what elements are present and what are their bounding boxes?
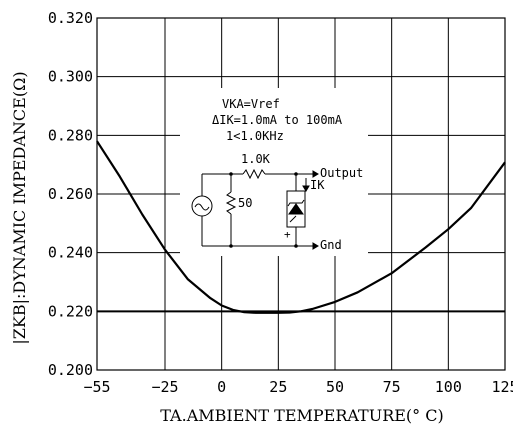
x-tick-label: 125: [491, 378, 513, 396]
polarity-mark: +: [284, 228, 291, 241]
y-tick-label: 0.280: [48, 126, 93, 144]
y-tick-label: 0.200: [48, 361, 93, 379]
current-label: IK: [310, 178, 325, 192]
inset-condition-1: VKA=Vref: [222, 97, 280, 111]
plot-frame: [96, 17, 506, 371]
x-tick-label: 75: [383, 378, 401, 396]
x-tick-label: 25: [269, 378, 287, 396]
x-tick-labels: −55 −25 0 25 50 75 100 125: [83, 378, 513, 396]
inset-background: [180, 88, 368, 256]
y-axis-title: |ZKB|:DYNAMIC IMPEDANCE(Ω): [10, 71, 29, 344]
inset-condition-3: 1<1.0KHz: [226, 129, 284, 143]
x-tick-label: 50: [326, 378, 344, 396]
inset-condition-2: ΔIK=1.0mA to 100mA: [212, 113, 343, 127]
output-label: Output: [320, 166, 363, 180]
x-tick-label: 100: [435, 378, 462, 396]
x-tick-label: −55: [83, 378, 110, 396]
series-group: [96, 140, 506, 314]
y-tick-label: 0.320: [48, 9, 93, 27]
resistor-series-symbol: [242, 168, 266, 180]
inset: VKA=Vref ΔIK=1.0mA to 100mA 1<1.0KHz: [180, 88, 368, 256]
x-tick-label: −25: [151, 378, 178, 396]
x-tick-label: 0: [217, 378, 226, 396]
ground-label: Gnd: [320, 238, 342, 252]
x-axis-title: TA.AMBIENT TEMPERATURE(° C): [160, 406, 444, 425]
y-tick-label: 0.240: [48, 244, 93, 262]
shunt-resistor-label: 50: [238, 196, 252, 210]
series-resistor-label: 1.0K: [241, 152, 271, 166]
signal-source-icon: [191, 195, 213, 217]
y-tick-labels: 0.200 0.220 0.240 0.260 0.280 0.300 0.320: [48, 9, 93, 379]
series-line: [96, 140, 506, 314]
y-tick-label: 0.260: [48, 185, 93, 203]
y-tick-label: 0.220: [48, 302, 93, 320]
resistor-shunt-symbol: [225, 191, 237, 215]
y-tick-label: 0.300: [48, 68, 93, 86]
